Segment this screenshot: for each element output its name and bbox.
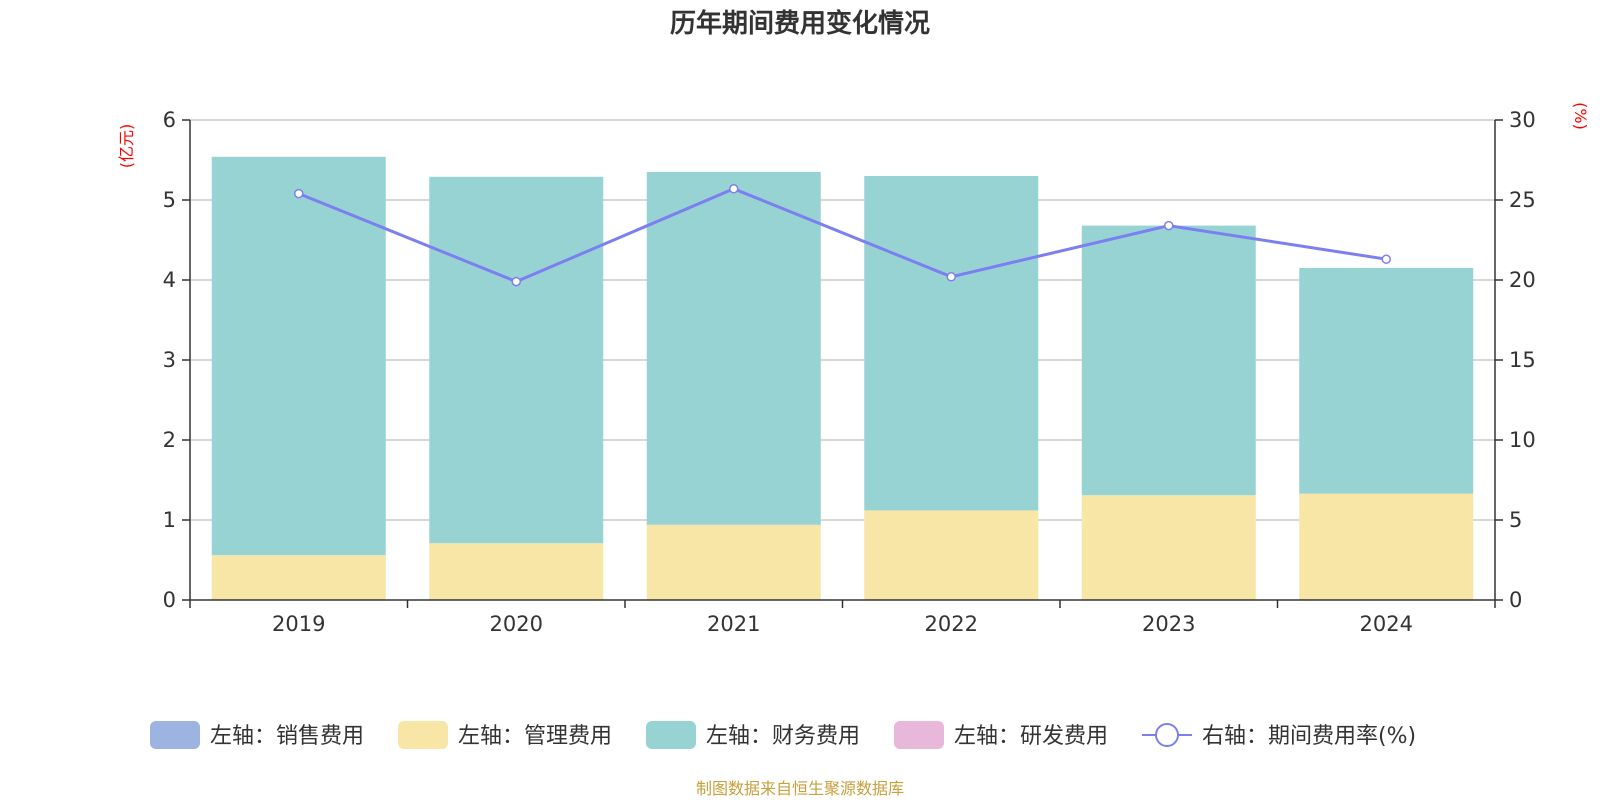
bar (429, 543, 604, 600)
legend-label: 右轴：期间费用率(%) (1202, 724, 1416, 749)
rate-point (729, 184, 739, 194)
legend-swatch (894, 721, 944, 749)
right-tick-label: 25 (1509, 188, 1536, 212)
right-tick-label: 0 (1509, 588, 1522, 612)
right-tick-label: 5 (1509, 508, 1522, 532)
axes: 0 1 2 3 4 5 6 0 5 10 15 20 25 30 2019 2020 2021 2022 2023 2… (163, 108, 1536, 636)
left-tick-label: 4 (163, 268, 176, 292)
right-tick-label: 30 (1509, 108, 1536, 132)
bar (864, 510, 1039, 600)
x-tick-label: 2019 (272, 612, 325, 636)
data-source-note: 制图数据来自恒生聚源数据库 (696, 779, 904, 798)
legend-swatch (150, 721, 200, 749)
right-axis-unit: (%) (1571, 102, 1590, 130)
left-tick-label: 6 (163, 108, 176, 132)
bar (211, 156, 386, 556)
right-tick-label: 10 (1509, 428, 1536, 452)
left-tick-label: 0 (163, 588, 176, 612)
bars (211, 156, 1474, 600)
rate-point (1381, 254, 1391, 264)
right-tick-label: 15 (1509, 348, 1536, 372)
x-tick-label: 2020 (490, 612, 543, 636)
bar (211, 555, 386, 600)
right-tick-label: 20 (1509, 268, 1536, 292)
legend-swatch (646, 721, 696, 749)
bar (1299, 493, 1474, 600)
rate-point (294, 188, 304, 199)
legend-label: 左轴：财务费用 (706, 724, 860, 749)
x-tick-label: 2023 (1142, 612, 1195, 636)
bar (646, 524, 821, 600)
x-tick-label: 2022 (925, 612, 978, 636)
x-tick-label: 2021 (707, 612, 760, 636)
bar (1299, 268, 1474, 494)
rate-point (511, 276, 521, 287)
bar (1081, 495, 1256, 600)
left-axis-unit: (亿元) (117, 124, 136, 169)
left-tick-label: 2 (163, 428, 176, 452)
rate-line (294, 184, 1391, 287)
chart-title: 历年期间费用变化情况 (670, 8, 930, 39)
legend: 左轴：销售费用 左轴：管理费用 左轴：财务费用 左轴：研发费用 右轴：期间费用率(%) (150, 721, 1416, 749)
x-tick-label: 2024 (1360, 612, 1413, 636)
rate-line-path (298, 187, 1387, 284)
bar (429, 176, 604, 544)
bar (864, 176, 1039, 511)
legend-circle-marker (1155, 723, 1179, 747)
legend-swatch (398, 721, 448, 749)
legend-label: 左轴：管理费用 (458, 724, 612, 749)
left-tick-label: 5 (163, 188, 176, 212)
rate-point (1164, 220, 1174, 231)
grid-lines (190, 119, 1495, 521)
bar (1081, 225, 1256, 496)
left-tick-label: 3 (163, 348, 176, 372)
rate-point (946, 272, 956, 282)
bar (646, 172, 821, 525)
legend-label: 左轴：研发费用 (954, 724, 1108, 749)
left-tick-label: 1 (163, 508, 176, 532)
legend-label: 左轴：销售费用 (210, 724, 364, 749)
